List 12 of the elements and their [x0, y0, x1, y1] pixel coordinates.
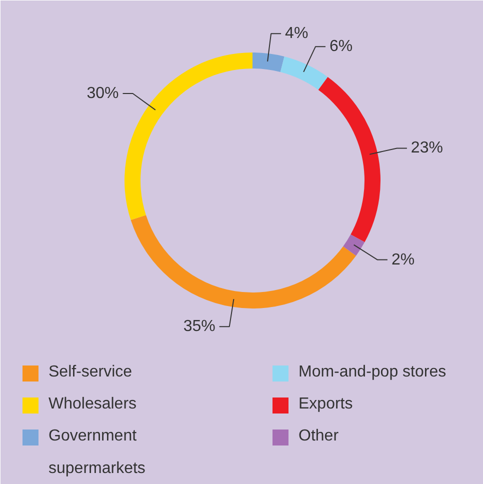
- legend-label: Exports: [298, 396, 353, 412]
- data-label: 35%: [183, 318, 216, 336]
- legend-label: Other: [298, 428, 340, 444]
- data-label: 6%: [330, 38, 353, 56]
- data-label: 2%: [391, 251, 415, 268]
- data-label: 23%: [410, 140, 443, 157]
- legend-label: Wholesalers: [48, 396, 137, 412]
- data-label: 4%: [285, 25, 308, 42]
- data-label: 30%: [86, 85, 119, 102]
- legend-label: Self-service: [48, 364, 132, 380]
- legend-label: Mom-and-pop stores: [298, 364, 446, 380]
- legend-label: Government supermarkets: [48, 428, 146, 477]
